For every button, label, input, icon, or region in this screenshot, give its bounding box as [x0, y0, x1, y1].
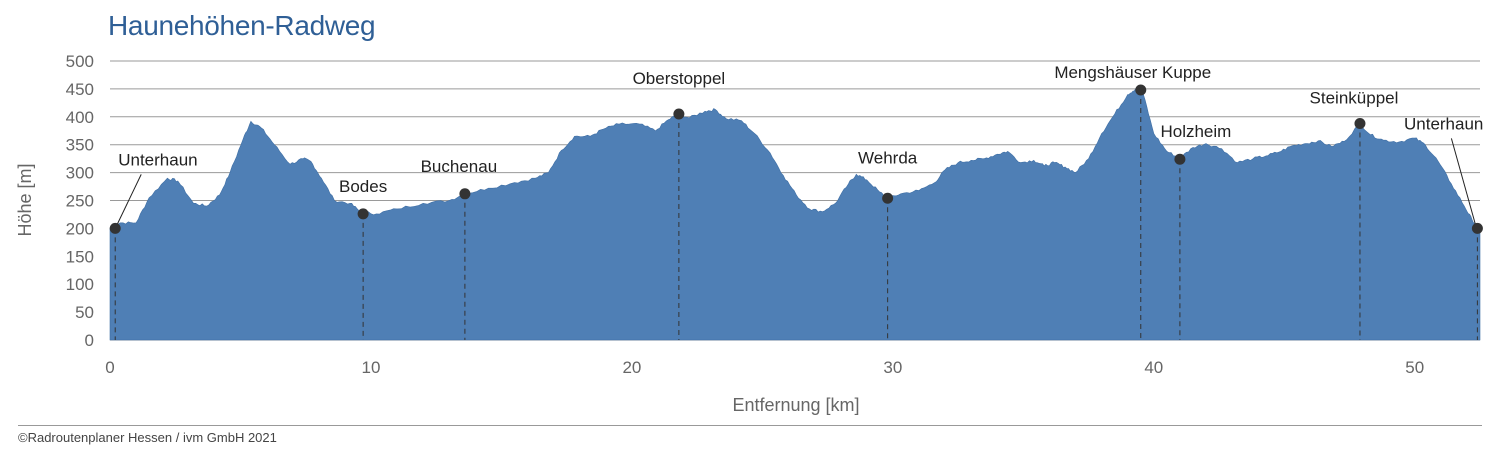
y-tick-label: 450: [66, 80, 94, 99]
x-tick-label: 50: [1405, 358, 1424, 377]
elevation-profile: [109, 88, 1481, 341]
y-tick-label: 250: [66, 192, 94, 211]
waypoint-label: Wehrda: [858, 148, 918, 167]
waypoint-label: Mengshäuser Kuppe: [1054, 63, 1211, 82]
y-tick-label: 350: [66, 136, 94, 155]
y-tick-label: 200: [66, 219, 94, 238]
waypoint-label: Buchenau: [421, 157, 498, 176]
waypoint-leader: [116, 174, 142, 225]
waypoint-dot: [1135, 84, 1147, 96]
y-tick-label: 50: [75, 303, 94, 322]
x-tick-label: 20: [622, 358, 641, 377]
y-tick-label: 100: [66, 275, 94, 294]
footer-divider: [18, 425, 1482, 426]
y-tick-label: 300: [66, 164, 94, 183]
waypoint-label: Oberstoppel: [633, 69, 726, 88]
waypoint-leader: [1450, 138, 1476, 225]
waypoint-dot: [1354, 117, 1366, 129]
x-axis-ticks: 0 10 20 30 40 50: [105, 358, 1424, 377]
waypoint-dot: [459, 188, 471, 200]
waypoint-label: Unterhaun: [118, 150, 197, 169]
x-tick-label: 10: [361, 358, 380, 377]
waypoint-dot: [882, 192, 894, 204]
y-tick-label: 400: [66, 108, 94, 127]
x-tick-label: 0: [105, 358, 114, 377]
waypoint-markers: Unterhaun Bodes Buchenau Oberstoppel Wehrda M…: [109, 63, 1483, 340]
y-tick-label: 150: [66, 247, 94, 266]
waypoint-label: Holzheim: [1160, 122, 1231, 141]
copyright-notice: ©Radroutenplaner Hessen / ivm GmbH 2021: [18, 430, 277, 445]
waypoint-dot: [673, 108, 685, 120]
y-axis-ticks: 0 50 100 150 200 250 300 350 400 450 500: [66, 52, 94, 350]
y-axis-title: Höhe [m]: [15, 163, 35, 236]
waypoint-dot: [357, 208, 369, 220]
chart-title: Haunehöhen-Radweg: [108, 10, 376, 41]
x-tick-label: 30: [883, 358, 902, 377]
y-tick-label: 500: [66, 52, 94, 71]
y-tick-label: 0: [85, 331, 94, 350]
waypoint-dot: [1174, 153, 1186, 165]
waypoint-dot: [109, 222, 121, 234]
x-axis-title: Entfernung [km]: [732, 395, 859, 415]
elevation-area: [109, 88, 1481, 341]
waypoint-label: Bodes: [339, 177, 387, 196]
waypoint-dot: [1471, 222, 1483, 234]
waypoint-label: Unterhaun: [1404, 114, 1483, 133]
waypoint-label: Steinküppel: [1310, 88, 1399, 107]
x-tick-label: 40: [1144, 358, 1163, 377]
